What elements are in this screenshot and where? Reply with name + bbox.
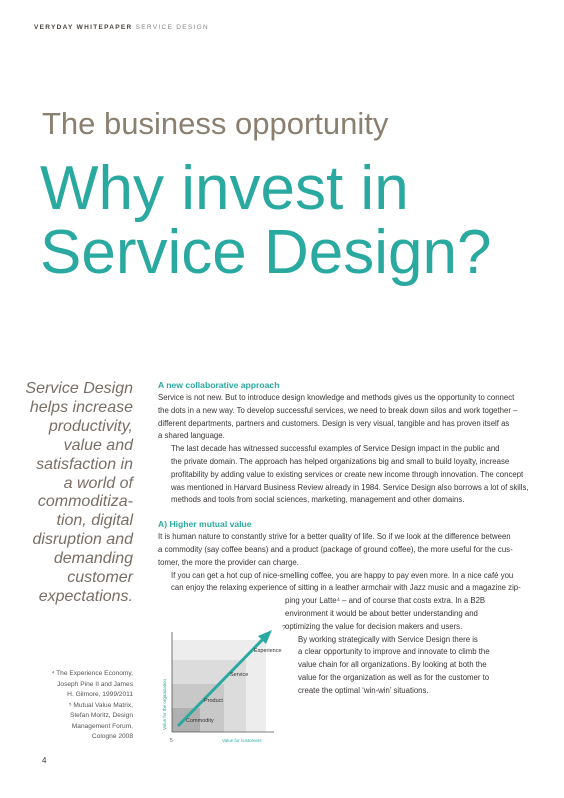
text-line: tomer, the more the provider can charge.: [158, 557, 299, 567]
arrowhead: [258, 630, 272, 644]
quote-line: productivity,: [48, 417, 133, 435]
pull-quote: Service Design helps increase productivity…: [25, 380, 133, 607]
level-label: Service: [230, 672, 248, 678]
text-line: The last decade has witnessed successful…: [171, 444, 500, 454]
footnote-line: ⁵ Mutual Value Matrix,: [68, 701, 133, 709]
text-line: a commodity (say coffee beans) and a pro…: [158, 544, 513, 554]
quote-line: tion, digital: [56, 512, 134, 530]
footnote-line: Joseph Pine II and James: [57, 680, 133, 688]
footnote-line: Stefan Moritz, Design: [69, 712, 133, 719]
quote-line: customer: [67, 569, 133, 587]
text-line: profitability by adding value to existin…: [171, 469, 524, 479]
running-header: VERYDAY WHITEPAPER SERVICE DESIGN: [34, 24, 209, 31]
x-axis-label: Value for customers: [222, 738, 262, 743]
text-line: If you can get a hot cup of nice-smellin…: [171, 570, 514, 580]
quote-line: satisfaction in: [36, 455, 133, 473]
title-line: Service Design?: [40, 218, 492, 287]
note-marker: 5: [170, 738, 173, 744]
text-line: value chain for all organizations. By lo…: [298, 660, 487, 670]
footnotes: ⁴ The Experience Economy, Joseph Pine II …: [52, 669, 133, 743]
y-axis-label: Value for the organization: [162, 679, 167, 730]
text-line: value for the organization as well as fo…: [298, 672, 490, 682]
footnote-line: ⁴ The Experience Economy,: [51, 670, 133, 677]
section: A) Higher mutual value It is human nature…: [158, 518, 538, 697]
text-line: the private domain. The approach has hel…: [171, 456, 510, 466]
text-line: a shared language.: [158, 431, 225, 441]
section-name: SERVICE DESIGN: [135, 24, 209, 31]
paragraph: If you can get a hot cup of nice-smellin…: [158, 570, 538, 596]
paragraph: The last decade has witnessed successful…: [158, 443, 538, 507]
text-line: ping your Latte⁴ – and of course that co…: [285, 596, 486, 606]
brand: VERYDAY WHITEPAPER: [34, 24, 133, 31]
level-label: Commodity: [186, 718, 214, 724]
text-line: Service is not new. But to introduce des…: [158, 393, 515, 402]
section-heading: A) Higher mutual value: [158, 519, 252, 530]
text-line: different departments, partners and cust…: [158, 418, 510, 428]
section-heading: A new collaborative approach: [158, 380, 280, 390]
footnote-line: Management Forum,: [71, 722, 133, 730]
text-line: By working strategically with Service De…: [298, 634, 478, 644]
arrow: [176, 634, 268, 728]
section: A new collaborative approach Service is n…: [158, 379, 538, 507]
text-line: environment it would be about better und…: [285, 608, 478, 618]
text-line: the dots in a new way. To develop succes…: [158, 405, 518, 415]
quote-line: disruption and: [32, 531, 133, 549]
question-mark: ?: [282, 625, 286, 632]
kicker: The business opportunity: [42, 106, 389, 141]
text-line: can enjoy the relaxing experience of sit…: [171, 583, 521, 593]
footnote-line: H. Gilmore, 1999/2011: [67, 691, 133, 698]
level-box: [172, 708, 200, 732]
footnote-line: Cologne 2008: [91, 733, 133, 740]
quote-line: expectations.: [38, 587, 133, 605]
quote-line: demanding: [53, 550, 133, 568]
level-label: Experience: [254, 648, 282, 654]
text-line: a clear opportunity to improve and innov…: [298, 647, 490, 657]
paragraph: It is human nature to constantly strive …: [158, 531, 538, 569]
quote-line: commoditiza-: [37, 493, 133, 511]
quote-line: value and: [63, 436, 133, 454]
value-diagram: Commodity Product Service Experience Value f…: [162, 625, 286, 744]
quote-line: a world of: [63, 474, 133, 492]
quote-line: helps increase: [29, 398, 133, 416]
text-line: It is human nature to constantly strive …: [158, 532, 511, 542]
side-paragraph: ping your Latte⁴ – and of course that co…: [285, 595, 538, 633]
text-line: was mentioned in Harvard Business Review…: [171, 482, 529, 492]
title-line: Why invest in: [40, 154, 409, 223]
page-number: 4: [42, 756, 47, 765]
text-line: create the optimal ‘win-win’ situations.: [298, 685, 429, 695]
quote-line: Service Design: [25, 380, 133, 397]
text-line: optimizing the value for decision makers…: [285, 621, 463, 631]
paragraph: Service is not new. But to introduce des…: [158, 392, 538, 443]
body: A new collaborative approach Service is n…: [158, 379, 538, 698]
level-label: Product: [204, 698, 223, 704]
side-paragraph: By working strategically with Service De…: [285, 634, 538, 698]
text-line: methods and tools from social sciences, …: [171, 495, 465, 505]
